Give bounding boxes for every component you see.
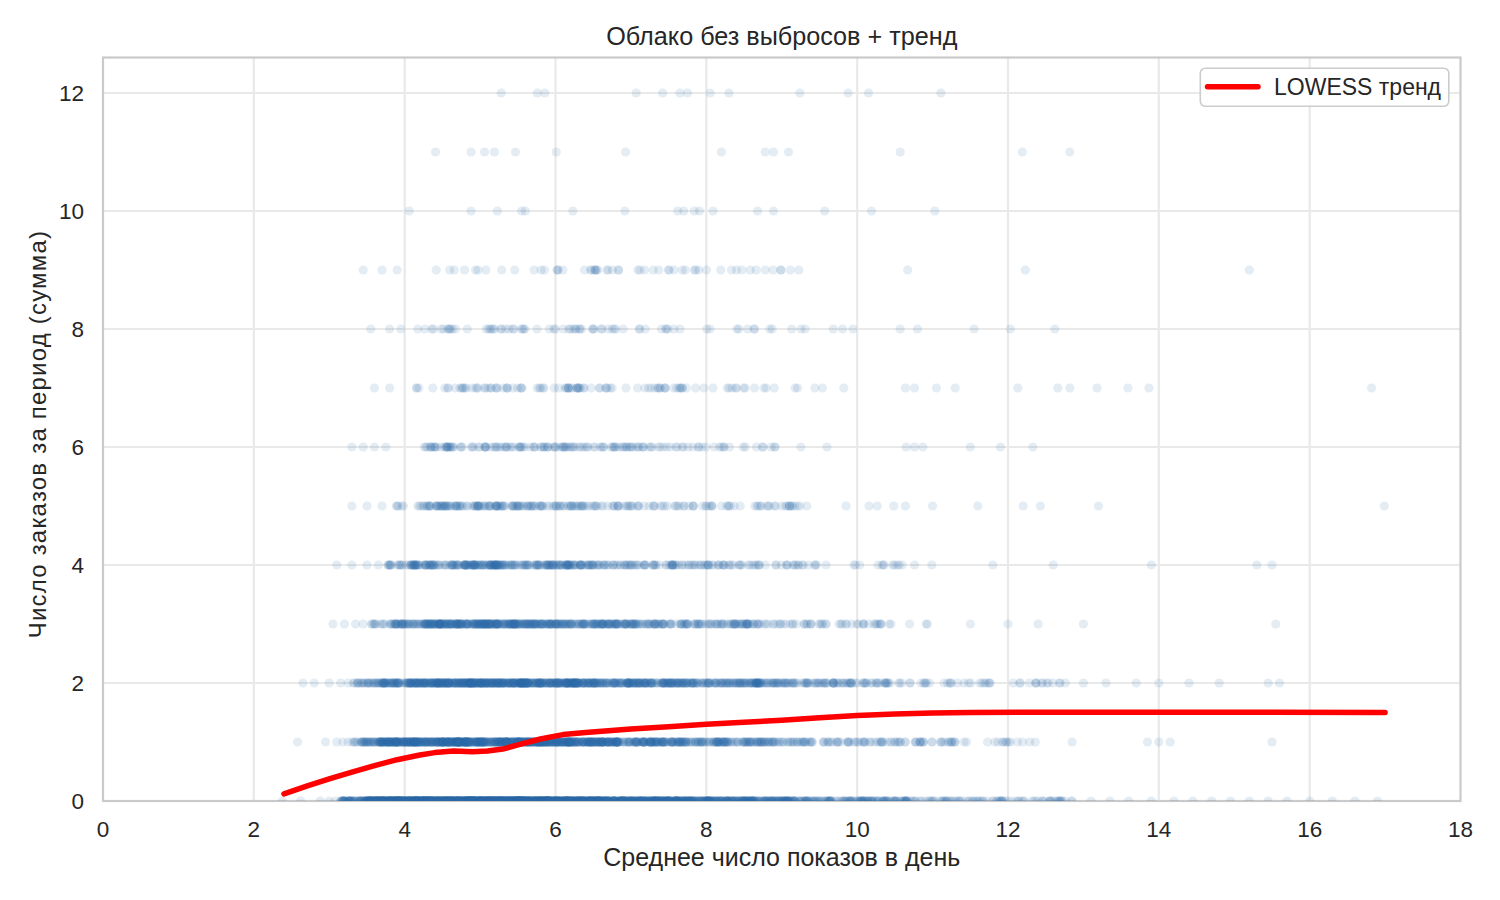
svg-text:4: 4 — [398, 817, 411, 842]
svg-text:0: 0 — [97, 817, 110, 842]
svg-text:12: 12 — [59, 81, 84, 106]
svg-text:14: 14 — [1146, 817, 1171, 842]
svg-text:10: 10 — [845, 817, 870, 842]
svg-text:Среднее число показов в день: Среднее число показов в день — [603, 843, 960, 871]
svg-text:12: 12 — [995, 817, 1020, 842]
svg-text:6: 6 — [71, 435, 84, 460]
svg-text:6: 6 — [549, 817, 562, 842]
svg-text:Число заказов за период (сумма: Число заказов за период (сумма) — [24, 230, 51, 639]
svg-text:16: 16 — [1297, 817, 1322, 842]
svg-text:0: 0 — [71, 789, 84, 814]
svg-text:8: 8 — [71, 317, 84, 342]
svg-text:Облако без выбросов + тренд: Облако без выбросов + тренд — [606, 22, 957, 50]
svg-text:10: 10 — [59, 199, 84, 224]
svg-text:18: 18 — [1448, 817, 1473, 842]
svg-text:8: 8 — [700, 817, 713, 842]
svg-text:2: 2 — [248, 817, 261, 842]
svg-text:4: 4 — [71, 553, 84, 578]
svg-text:2: 2 — [71, 671, 84, 696]
svg-text:LOWESS тренд: LOWESS тренд — [1274, 74, 1442, 100]
